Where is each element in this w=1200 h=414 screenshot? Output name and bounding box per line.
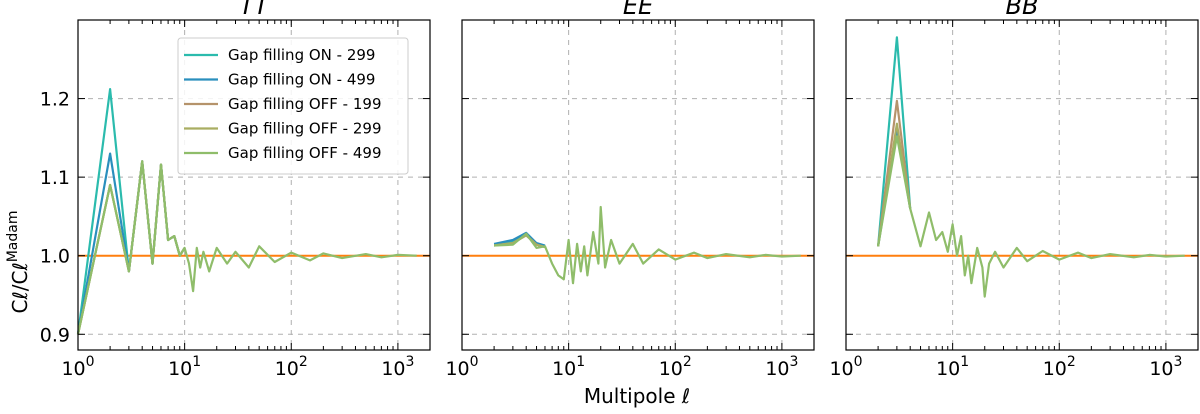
panel-title: BB [1006, 0, 1039, 20]
plot-frame [77, 19, 431, 351]
y-tick-label: 0.9 [40, 324, 70, 346]
svg-text:Cℓ/CℓMadam: Cℓ/CℓMadam [5, 211, 32, 314]
panel-bb: 100 101 102 103 BB [829, 0, 1199, 380]
x-tick-label: 100 [445, 354, 478, 380]
series-line-gap-filling-off-499 [76, 160, 417, 335]
x-tick-label: 102 [275, 354, 308, 380]
series-line-gap-filling-on-299 [76, 87, 186, 335]
y-axis-label-main: Cℓ/Cℓ [8, 262, 32, 313]
series-line-gap-filling-off-499 [494, 205, 801, 285]
legend-label: Gap filling ON - 499 [228, 71, 375, 89]
x-axis-label: Multipole ℓ [584, 384, 690, 408]
x-tick-label: 101 [168, 354, 201, 380]
x-tick-label: 103 [1149, 354, 1182, 380]
panel-title: EE [623, 0, 654, 20]
plot-frame [461, 19, 815, 351]
plot-frame [845, 19, 1199, 351]
x-tick-label: 103 [765, 354, 798, 380]
y-axis-label: Cℓ/CℓMadam [5, 211, 32, 314]
series-line-gap-filling-off-199 [877, 99, 912, 247]
series-line-gap-filling-on-299 [877, 36, 912, 247]
legend-label: Gap filling ON - 299 [228, 46, 375, 64]
legend-label: Gap filling OFF - 499 [228, 144, 382, 162]
panel-tt: 100 101 102 103 0.9 1.0 1.1 1.2 TT Gap filling ON… [40, 0, 431, 380]
series-line-gap-filling-off-499 [877, 135, 1185, 298]
x-tick-label: 100 [829, 354, 862, 380]
grid [462, 20, 814, 350]
legend: Gap filling ON - 299 Gap filling ON - 499… [177, 37, 409, 175]
x-tick-label: 101 [552, 354, 585, 380]
legend-label: Gap filling OFF - 199 [228, 95, 382, 113]
x-tick-label: 103 [381, 354, 414, 380]
x-tick-label: 102 [659, 354, 692, 380]
legend-box [177, 37, 409, 175]
panels: 100 101 102 103 0.9 1.0 1.1 1.2 TT Gap filling ON… [40, 0, 1199, 380]
x-tick-label: 101 [936, 354, 969, 380]
panel-title: TT [239, 0, 271, 20]
panel-ee: 100 101 102 103 EE [445, 0, 815, 380]
y-tick-label: 1.0 [40, 246, 70, 268]
x-tick-label: 102 [1043, 354, 1076, 380]
legend-label: Gap filling OFF - 299 [228, 120, 382, 138]
x-tick-label: 100 [61, 354, 94, 380]
y-tick-label: 1.2 [40, 89, 70, 111]
y-axis-label-sup: Madam [5, 211, 21, 263]
y-tick-label: 1.1 [40, 167, 70, 189]
